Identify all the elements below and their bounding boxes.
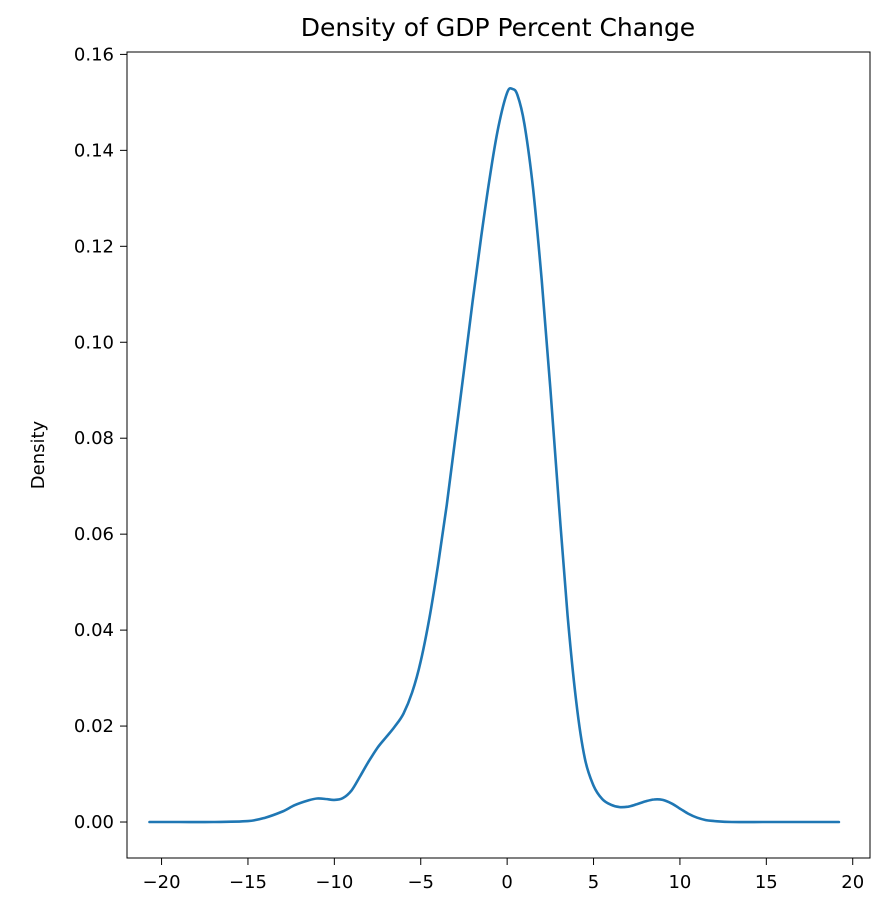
y-tick-label: 0.06 [74,524,114,545]
y-tick-label: 0.10 [74,332,114,353]
x-tick-label: −5 [407,872,434,893]
y-tick-label: 0.12 [74,236,114,257]
density-curve [148,87,841,824]
y-tick-label: 0.00 [74,812,114,833]
y-tick-label: 0.08 [74,428,114,449]
x-axis: −20 −15 −10 −5 0 5 10 15 20 [143,858,864,893]
y-axis-label: Density [28,420,49,489]
plot-area-frame [126,51,871,859]
y-tick-label: 0.02 [74,716,114,737]
x-tick-label: −10 [315,872,353,893]
x-tick-label: −20 [143,872,181,893]
y-tick-label: 0.14 [74,140,114,161]
x-tick-label: 15 [755,872,778,893]
x-tick-label: 0 [501,872,512,893]
x-tick-label: 5 [588,872,599,893]
chart-title: Density of GDP Percent Change [301,13,695,42]
x-tick-label: 20 [841,872,864,893]
y-tick-label: 0.16 [74,44,114,65]
y-axis: 0.00 0.02 0.04 0.06 0.08 0.10 0.12 0.14 0.16 [74,44,127,833]
x-tick-label: −15 [229,872,267,893]
y-tick-label: 0.04 [74,620,114,641]
x-tick-label: 10 [668,872,691,893]
